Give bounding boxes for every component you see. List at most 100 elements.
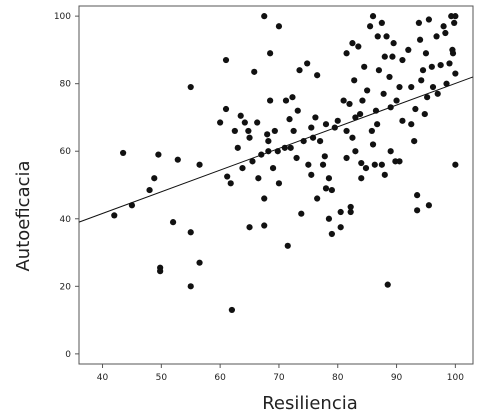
y-tick-label: 100 <box>54 12 71 22</box>
plot-area: 40 50 60 70 80 90 100 0 20 40 60 80 100 <box>54 5 474 383</box>
data-point <box>408 83 415 91</box>
data-point <box>374 121 381 128</box>
data-point <box>390 40 397 47</box>
data-point <box>245 127 252 135</box>
data-point <box>317 137 324 145</box>
data-point <box>275 23 283 30</box>
data-point <box>157 268 164 275</box>
data-point <box>187 229 194 236</box>
data-point <box>349 134 356 141</box>
data-point <box>358 175 365 182</box>
data-point <box>434 90 441 97</box>
data-point <box>442 29 449 37</box>
data-point <box>146 186 153 194</box>
data-point <box>387 148 394 155</box>
data-point <box>425 202 432 209</box>
data-point <box>364 87 371 94</box>
data-point <box>414 192 421 199</box>
data-point <box>369 141 377 148</box>
data-point <box>241 119 248 126</box>
data-point <box>246 134 253 141</box>
data-point <box>424 94 431 101</box>
data-point <box>380 90 387 97</box>
data-point <box>282 97 290 104</box>
data-point <box>419 67 427 74</box>
data-point <box>246 224 253 231</box>
data-point <box>356 110 364 118</box>
data-point <box>217 119 224 126</box>
y-tick-label: 0 <box>65 350 71 360</box>
data-point <box>452 13 459 20</box>
data-point <box>325 175 333 182</box>
data-point <box>351 77 358 84</box>
data-point <box>408 121 415 128</box>
data-point <box>346 100 353 108</box>
data-point <box>415 19 422 26</box>
data-point <box>254 119 261 126</box>
data-point <box>361 63 368 70</box>
data-point <box>399 117 406 124</box>
data-point <box>314 195 321 202</box>
data-point <box>227 180 234 187</box>
data-point <box>174 156 181 163</box>
data-point <box>443 80 450 87</box>
data-point <box>355 43 362 50</box>
data-point <box>399 56 406 64</box>
data-point <box>416 36 424 43</box>
data-point <box>396 158 403 165</box>
data-point <box>314 72 321 79</box>
data-point <box>412 105 419 113</box>
data-point <box>383 33 390 40</box>
data-point <box>352 148 359 155</box>
data-point <box>362 165 370 172</box>
data-point <box>255 175 262 182</box>
data-point <box>422 50 430 57</box>
data-point <box>352 114 359 121</box>
data-point <box>325 215 333 222</box>
data-point <box>155 151 162 158</box>
data-point <box>368 127 375 135</box>
data-point <box>389 53 396 60</box>
data-point <box>437 62 444 69</box>
fit-line <box>78 76 474 223</box>
data-point <box>433 33 440 40</box>
data-point <box>151 175 158 182</box>
data-point <box>358 159 365 167</box>
data-point <box>343 154 350 162</box>
data-point <box>196 259 203 266</box>
data-point <box>261 13 268 20</box>
data-point <box>120 149 127 157</box>
data-point <box>381 171 388 178</box>
x-tick-label: 40 <box>97 373 109 383</box>
data-point <box>319 161 327 168</box>
data-point <box>428 63 435 70</box>
data-point <box>343 127 350 135</box>
data-point <box>308 124 315 131</box>
data-point <box>294 107 301 114</box>
data-point <box>411 137 418 145</box>
data-point <box>222 56 230 64</box>
data-point <box>271 127 278 135</box>
data-point <box>264 131 271 138</box>
data-point <box>405 46 412 54</box>
data-point <box>169 219 177 226</box>
x-tick-label: 70 <box>273 373 285 383</box>
x-tick-label: 90 <box>391 373 403 383</box>
x-axis-title: Resiliencia <box>262 393 358 414</box>
data-point <box>224 173 231 180</box>
data-point <box>228 306 235 314</box>
data-point <box>347 203 354 211</box>
data-point <box>196 161 203 168</box>
data-point <box>281 144 288 151</box>
data-point <box>452 70 459 77</box>
y-tick-label: 20 <box>60 282 72 292</box>
data-point <box>374 33 381 40</box>
data-point <box>187 83 194 91</box>
data-point <box>328 186 335 194</box>
y-axis-title: Autoeficacia <box>13 160 34 271</box>
data-point <box>378 161 385 168</box>
data-point <box>418 77 425 84</box>
data-point <box>284 242 291 249</box>
